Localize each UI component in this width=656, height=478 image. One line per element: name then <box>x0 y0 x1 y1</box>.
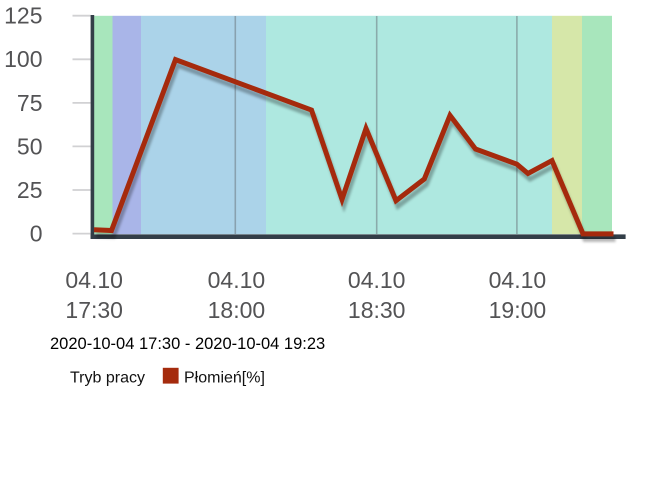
svg-text:19:00: 19:00 <box>489 297 547 323</box>
svg-text:100: 100 <box>4 46 42 72</box>
svg-text:17:30: 17:30 <box>65 297 123 323</box>
svg-text:04.10: 04.10 <box>489 267 547 293</box>
svg-text:Tryb pracy: Tryb pracy <box>70 370 145 387</box>
svg-text:125: 125 <box>4 3 42 29</box>
svg-text:04.10: 04.10 <box>348 267 406 293</box>
svg-text:Płomień[%]: Płomień[%] <box>184 370 265 387</box>
svg-text:2020-10-04 17:30 - 2020-10-04: 2020-10-04 17:30 - 2020-10-04 19:23 <box>50 335 325 353</box>
svg-text:18:00: 18:00 <box>208 297 266 323</box>
svg-text:50: 50 <box>17 133 43 159</box>
svg-text:0: 0 <box>30 221 43 247</box>
svg-text:04.10: 04.10 <box>208 267 266 293</box>
svg-text:04.10: 04.10 <box>65 267 123 293</box>
svg-text:18:30: 18:30 <box>348 297 406 323</box>
svg-text:75: 75 <box>17 90 43 116</box>
svg-text:25: 25 <box>17 177 43 203</box>
